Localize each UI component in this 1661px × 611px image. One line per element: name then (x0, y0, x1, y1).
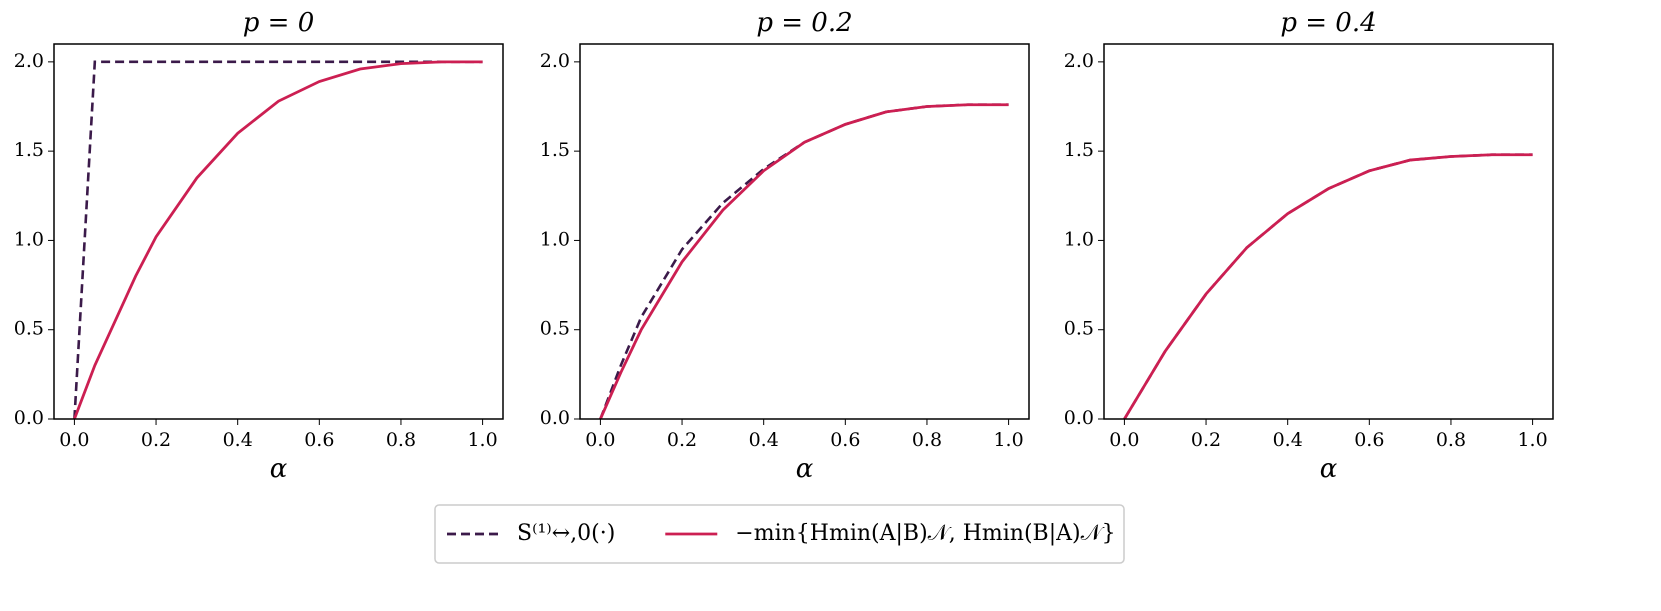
x-tick-label: 0.0 (585, 429, 615, 451)
y-tick-label: 2.0 (14, 50, 44, 72)
x-axis-label: α (796, 454, 814, 484)
x-tick-label: 0.2 (667, 429, 697, 451)
x-tick-label: 0.4 (223, 429, 253, 451)
plot-frame (579, 43, 1030, 420)
y-tick-label: 2.0 (540, 50, 570, 72)
plot-frame (1103, 43, 1554, 420)
y-tick-label: 0.0 (540, 407, 570, 429)
y-tick-label: 1.0 (540, 228, 570, 250)
x-tick-label: 0.6 (304, 429, 334, 451)
series-line (73, 60, 483, 419)
y-tick-label: 1.0 (1064, 228, 1094, 250)
x-tick-label: 1.0 (467, 429, 497, 451)
series-line (73, 60, 483, 419)
x-tick-label: 0.6 (830, 429, 860, 451)
y-tick-label: 0.5 (540, 318, 570, 340)
y-tick-label: 2.0 (1064, 50, 1094, 72)
series-line (599, 103, 1009, 419)
legend-label: S⁽¹⁾↔,0(·) (517, 521, 615, 546)
x-tick-label: 0.6 (1354, 429, 1384, 451)
x-tick-label: 0.2 (1191, 429, 1221, 451)
chart-title: p = 0.4 (1280, 8, 1376, 38)
y-tick-label: 0.0 (1064, 407, 1094, 429)
x-tick-label: 0.4 (749, 429, 779, 451)
x-tick-label: 0.8 (912, 429, 942, 451)
series-line (1123, 153, 1533, 419)
series-line (1123, 153, 1533, 419)
plot-frame (53, 43, 504, 420)
x-tick-label: 1.0 (993, 429, 1023, 451)
y-tick-label: 1.0 (14, 228, 44, 250)
x-tick-label: 0.8 (386, 429, 416, 451)
y-tick-label: 1.5 (540, 139, 570, 161)
x-tick-label: 1.0 (1517, 429, 1547, 451)
y-tick-label: 0.5 (1064, 318, 1094, 340)
legend-box (434, 504, 1125, 564)
y-tick-label: 1.5 (14, 139, 44, 161)
x-tick-label: 0.0 (1109, 429, 1139, 451)
legend-label: −min{Hmin(A|B)𝒩, Hmin(B|A)𝒩} (735, 521, 1115, 546)
chart-title: p = 0 (243, 8, 315, 38)
y-tick-label: 1.5 (1064, 139, 1094, 161)
series-line (599, 103, 1009, 419)
y-tick-label: 0.0 (14, 407, 44, 429)
x-axis-label: α (270, 454, 288, 484)
chart-title: p = 0.2 (756, 8, 852, 38)
y-tick-label: 0.5 (14, 318, 44, 340)
x-tick-label: 0.2 (141, 429, 171, 451)
x-tick-label: 0.4 (1273, 429, 1303, 451)
x-axis-label: α (1320, 454, 1338, 484)
x-tick-label: 0.8 (1436, 429, 1466, 451)
x-tick-label: 0.0 (59, 429, 89, 451)
